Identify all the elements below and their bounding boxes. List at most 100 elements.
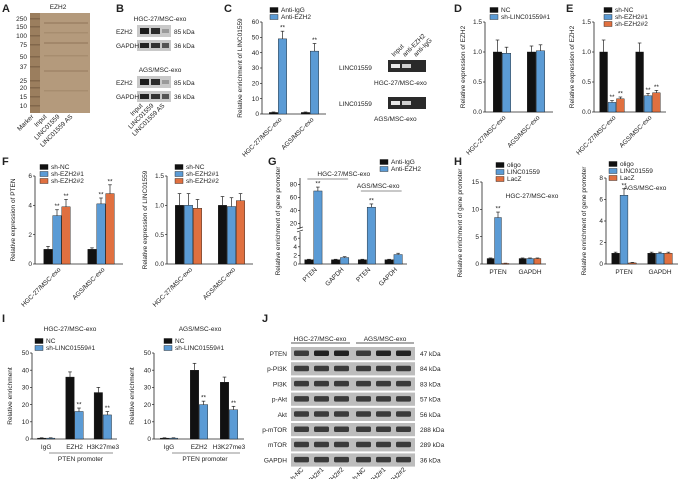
bar (46, 437, 56, 440)
bar (278, 38, 287, 115)
significance-star: ** (107, 178, 113, 185)
x-tick-label: AGS/MSC-exo (506, 114, 541, 149)
panel-label-c: C (224, 3, 232, 15)
x-tick-label: IgG (164, 444, 174, 451)
y-tick-label: 0.5 (582, 79, 591, 86)
panel-label-b: B (116, 3, 124, 15)
blot-j-row-label: p-PI3K (267, 366, 288, 373)
panel-label-d: D (454, 3, 462, 15)
blot-j-band (376, 396, 391, 402)
chart-i1: 0 10 20 30 40 50 Relative enrichment ** ** IgG EZH… (7, 326, 119, 463)
panel-label-f: F (2, 156, 9, 168)
y-tick-label: 0.5 (155, 232, 164, 239)
bar (193, 208, 202, 265)
y-tick-label: 0 (293, 261, 297, 268)
blot-j-lane-label: sh-NC (349, 466, 367, 479)
chart-g: 02 4 6 20 40 60 80 Relative enrichment of gene … (275, 159, 421, 288)
gel-c-group-label: AGS/MSC-exo (374, 116, 417, 123)
y-axis-label: Relative enrichment of LINC01559 (237, 18, 244, 118)
y-tick-label: 0.0 (582, 109, 591, 116)
blot-b-row-label: GAPDH (116, 94, 139, 101)
legend-swatch (39, 178, 49, 184)
chart-e: 0.0 0.5 1.0 1.5 Relative expression of EZH2 *… (569, 7, 666, 157)
bar (199, 404, 208, 440)
x-tick-label: GAPDH (518, 269, 541, 276)
blot-j-band (314, 441, 329, 448)
blot-b-row-label: EZH2 (116, 80, 133, 87)
blot-j-band (334, 365, 349, 372)
panel-label-i: I (2, 313, 5, 325)
gel-a-marker-label: 15 (20, 94, 28, 101)
legend-label: sh-EZH2#1 (186, 171, 219, 178)
y-tick-label: 20 (144, 402, 152, 409)
bar (190, 370, 199, 440)
y-tick-label: 1.5 (155, 173, 164, 180)
legend-label: LINC01559 (620, 168, 653, 175)
panel-label-g: G (268, 156, 277, 168)
significance-star: ** (54, 203, 60, 210)
significance-star: ** (231, 400, 237, 407)
bar (643, 95, 653, 113)
y-tick-label: 15 (472, 179, 480, 186)
legend-swatch (495, 176, 505, 182)
bar (533, 258, 542, 265)
y-tick-label: 10 (472, 207, 480, 214)
chart-title: HGC-27/MSC-exo (44, 326, 97, 333)
blot-j-size-label: 289 kDa (420, 442, 445, 449)
y-tick-label: 40 (144, 367, 152, 374)
blot-j-size-label: 84 kDa (420, 366, 441, 373)
blot-j-band (334, 396, 349, 402)
legend-label: Anti-EZH2 (281, 14, 311, 21)
legend-label: sh-LINC01559#1 (175, 345, 225, 352)
significance-star: ** (63, 193, 69, 200)
bar (611, 253, 620, 265)
axis-break-mark (296, 226, 304, 230)
x-tick-label: AGS/MSC-exo (71, 266, 106, 301)
gel-a-marker-label: 50 (20, 54, 28, 61)
group-label: HGC-27/MSC-exo (317, 171, 370, 178)
y-tick-label: 6 (28, 173, 32, 180)
gel-a-title: EZH2 (50, 4, 67, 11)
bar (527, 51, 536, 113)
blot-j-band (294, 426, 309, 432)
blot-b-row-label: GAPDH (116, 43, 139, 50)
blot-j-size-label: 288 kDa (420, 427, 445, 434)
y-tick-label: 4 (293, 244, 297, 251)
legend-label: sh-EZH2#2 (186, 178, 219, 185)
bar (357, 259, 367, 265)
legend-label: sh-LINC01559#1 (46, 345, 96, 352)
legend-swatch (603, 7, 613, 13)
blot-j-band (314, 350, 329, 356)
significance-star: ** (618, 91, 624, 98)
significance-star: ** (654, 84, 660, 91)
legend-label: LINC01559 (507, 169, 540, 176)
gel-a-marker-label: 150 (16, 24, 27, 31)
bar (43, 249, 53, 265)
legend-swatch (174, 164, 184, 170)
panel-label-a: A (2, 3, 10, 15)
blot-j-band (314, 411, 329, 417)
chart-h1: 0 5 10 15 Relative enrichment of gene promot… (457, 162, 559, 277)
y-axis-label: Relative enrichment (129, 367, 136, 425)
bar (501, 263, 510, 265)
legend-label: LacZ (620, 175, 634, 182)
bar (61, 206, 71, 265)
gel-a-marker-label: 100 (16, 33, 27, 40)
blot-b-group-2: AGS/MSC-exo (139, 67, 182, 74)
y-tick-label: 8 (599, 175, 603, 182)
legend-label: Anti-IgG (391, 159, 415, 166)
y-tick-label: 0 (599, 261, 603, 268)
blot-j-band (376, 456, 391, 463)
bar (518, 258, 527, 265)
gel-a-marker-label: 25 (20, 78, 28, 85)
blot-b-size-label: 85 kDa (174, 29, 195, 36)
x-tick-label: EZH2 (191, 444, 208, 451)
x-tick-label: GAPDH (378, 266, 400, 288)
blot-j-band (314, 380, 329, 387)
x-tick-label: PTEN (489, 269, 507, 276)
blot-j-band (356, 426, 371, 432)
panel-label-h: H (454, 156, 462, 168)
legend-label: sh-NC (615, 7, 634, 14)
y-tick-label: 0 (25, 436, 29, 443)
bar (493, 51, 502, 113)
